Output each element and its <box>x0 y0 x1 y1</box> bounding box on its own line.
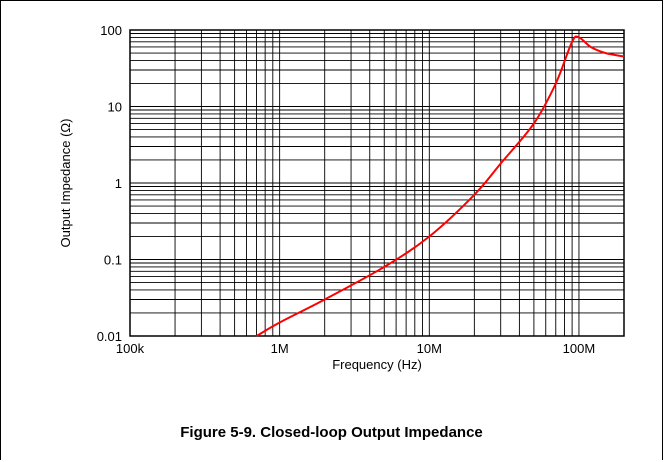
impedance-chart: 100k 1M 10M 100M 0.01 0.1 1 10 100 Frequency (H… <box>58 23 625 372</box>
figure-caption: Figure 5-9. Closed-loop Output Impedance <box>180 424 483 441</box>
plot-area <box>129 29 625 337</box>
y-tick-label: 0.01 <box>97 329 122 344</box>
x-axis-label: Frequency (Hz) <box>332 357 422 372</box>
x-tick-labels: 100k 1M 10M 100M <box>116 341 595 356</box>
impedance-curve <box>255 35 625 337</box>
x-tick-label: 10M <box>417 341 442 356</box>
x-tick-label: 100k <box>116 341 145 356</box>
y-tick-label: 1 <box>115 176 122 191</box>
x-tick-label: 1M <box>271 341 289 356</box>
grid-lines <box>129 29 625 337</box>
y-axis-label: Output Impedance (Ω) <box>58 119 73 248</box>
y-tick-label: 100 <box>100 23 122 38</box>
x-tick-label: 100M <box>563 341 596 356</box>
y-tick-label: 0.1 <box>104 253 122 268</box>
y-tick-label: 10 <box>108 100 122 115</box>
y-tick-labels: 0.01 0.1 1 10 100 <box>97 23 122 344</box>
